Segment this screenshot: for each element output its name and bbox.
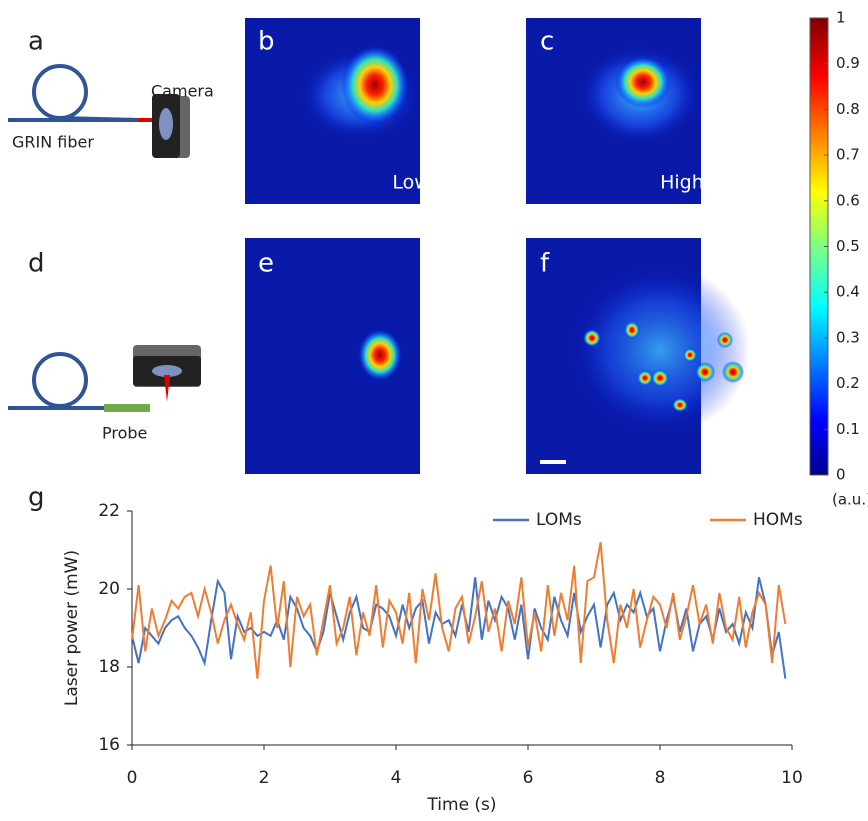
x-tick-label: 10 <box>781 768 803 788</box>
data-line <box>131 577 787 679</box>
heatmap-b <box>245 18 420 204</box>
y-tick-label: 18 <box>98 657 120 677</box>
colorbar-tick-label: 1 <box>836 9 846 27</box>
caption: HOMs <box>720 451 776 473</box>
colorbar-tick-label: 0.5 <box>836 237 860 255</box>
colorbar-tick-label: 0.6 <box>836 191 860 209</box>
diagram-label: GRIN fiber <box>12 133 94 152</box>
diagram-label: Camera <box>151 82 214 101</box>
legend-label: HOMs <box>753 510 803 530</box>
x-tick-label: 8 <box>655 768 666 788</box>
diagram-a <box>8 64 190 158</box>
panel-label: a <box>28 27 44 57</box>
colorbar-tick-label: 0.1 <box>836 420 860 438</box>
data-line <box>131 542 787 679</box>
panel-label: e <box>258 249 274 279</box>
colorbar-tick-label: 0.7 <box>836 146 860 164</box>
y-tick-label: 22 <box>98 501 120 521</box>
x-tick-label: 2 <box>259 768 270 788</box>
x-tick-label: 0 <box>127 768 138 788</box>
x-axis-title: Time (s) <box>426 795 496 815</box>
heatmap-f <box>526 238 750 474</box>
colorbar-tick-label: 0.4 <box>836 283 860 301</box>
colorbar-tick-label: 0.2 <box>836 374 860 392</box>
caption: Low energy <box>392 172 502 194</box>
panel-label: d <box>28 249 45 279</box>
colorbar-tick-label: 0.9 <box>836 54 860 72</box>
caption: High energy <box>660 172 776 194</box>
heatmap-c <box>526 18 702 204</box>
x-tick-label: 4 <box>391 768 402 788</box>
diagram-d <box>8 345 201 412</box>
y-tick-label: 20 <box>98 579 120 599</box>
colorbar-unit: (a.u.) <box>832 491 868 509</box>
colorbar-tick-label: 0.8 <box>836 100 860 118</box>
legend-label: LOMs <box>536 510 582 530</box>
y-axis-title: Laser power (mW) <box>62 550 82 706</box>
panel-label: f <box>540 249 550 279</box>
panel-label: b <box>258 27 275 57</box>
panel-label: c <box>540 27 554 57</box>
x-tick-label: 6 <box>523 768 534 788</box>
caption: LOMs <box>451 451 502 473</box>
panel-label: g <box>28 483 45 513</box>
colorbar-tick-label: 0 <box>836 466 846 484</box>
diagram-label: Probe <box>102 424 147 443</box>
colorbar-tick-label: 0.3 <box>836 328 860 346</box>
heatmap-e <box>245 238 420 474</box>
y-tick-label: 16 <box>98 735 120 755</box>
